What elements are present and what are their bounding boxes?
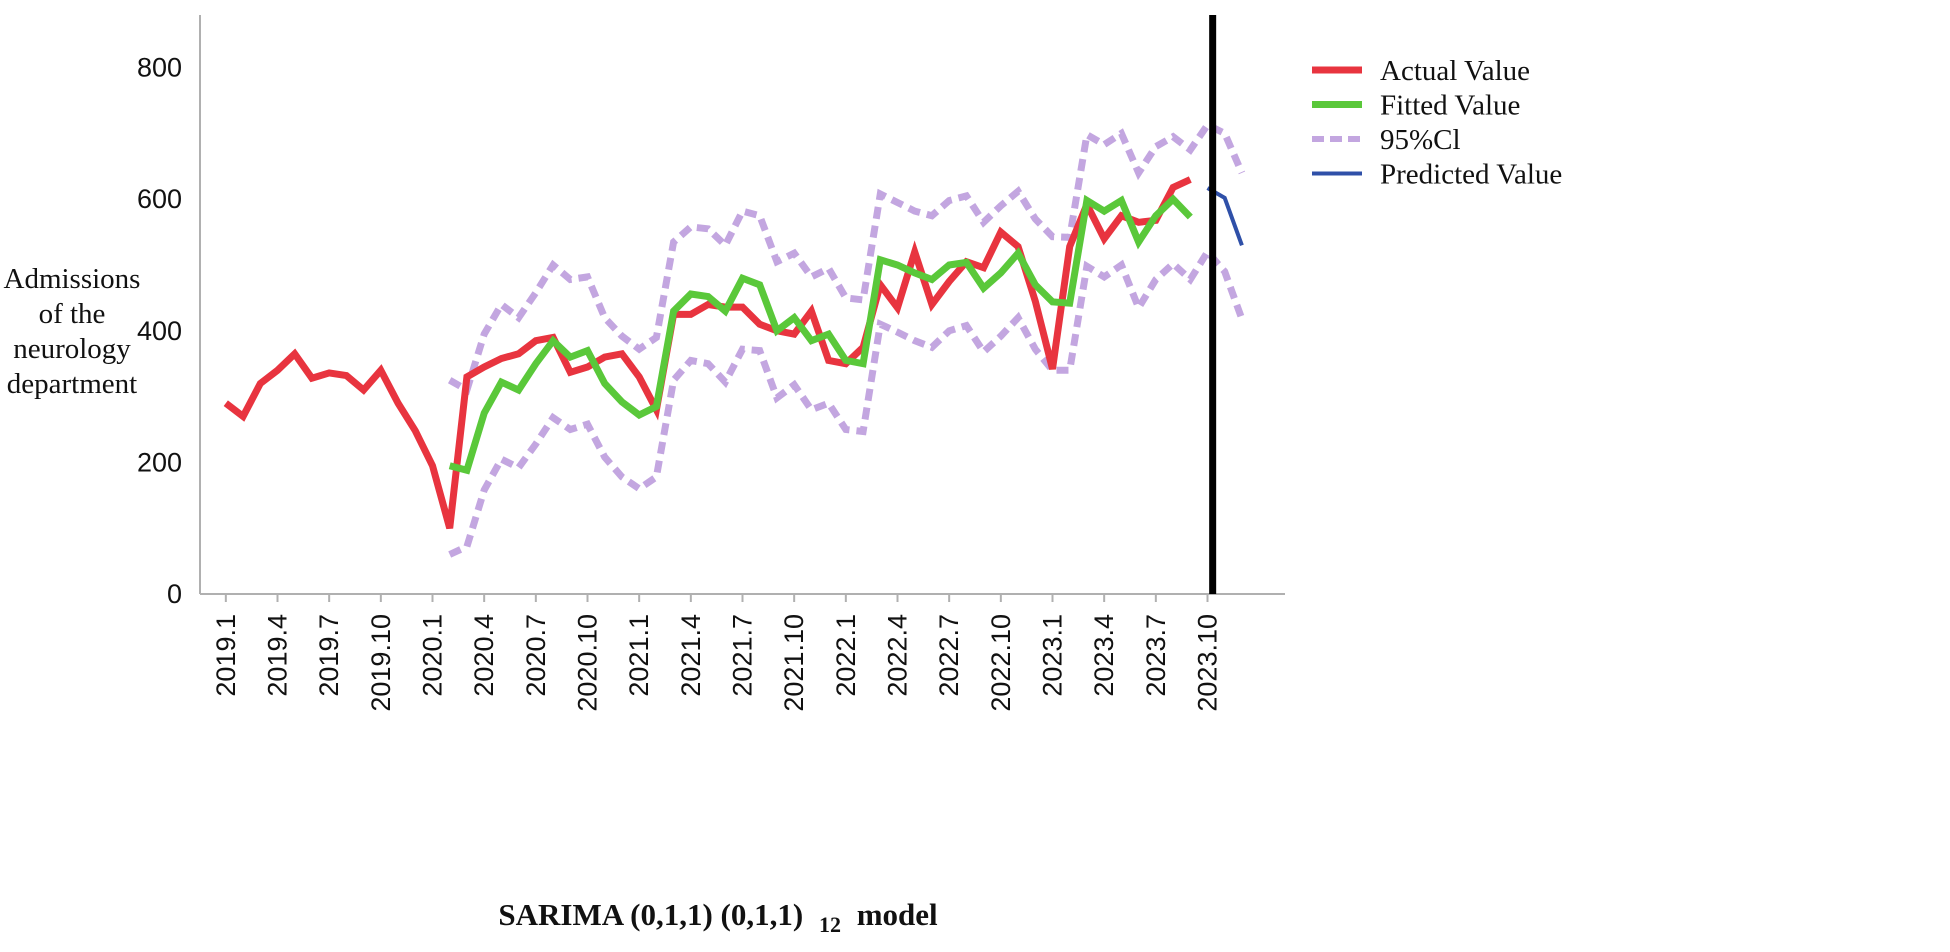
x-tick-label: 2022.10	[986, 614, 1016, 712]
x-tick-label: 2023.7	[1141, 614, 1171, 697]
x-tick-label: 2019.7	[314, 614, 344, 697]
x-tick-label: 2019.4	[263, 614, 293, 697]
series-layer	[223, 120, 1246, 558]
x-axis-label-tail: model	[857, 897, 938, 932]
x-tick-label: 2022.7	[934, 614, 964, 697]
y-axis-label-line-4: department	[7, 368, 137, 400]
y-axis-ticks: 0 200 400 600 800	[137, 53, 182, 609]
legend-label: Predicted Value	[1380, 159, 1562, 191]
x-tick-label: 2022.4	[883, 614, 913, 697]
y-tick-label: 800	[137, 53, 182, 83]
y-axis-label-line-2: of the	[39, 298, 106, 330]
legend-label: 95%Cl	[1380, 124, 1461, 156]
y-axis-label-line-3: neurology	[13, 333, 131, 365]
y-tick-label: 400	[137, 316, 182, 346]
x-tick-label: 2019.1	[211, 614, 241, 697]
x-tick-label: 2021.7	[728, 614, 758, 697]
x-tick-label: 2023.1	[1038, 614, 1068, 697]
legend-label: Actual Value	[1380, 55, 1530, 87]
series-line-95-cl-upper	[447, 120, 1246, 396]
y-tick-label: 200	[137, 447, 182, 477]
y-axis-label-line-1: Admissions	[4, 263, 141, 295]
x-axis-label: SARIMA (0,1,1) (0,1,1) 12 model	[498, 897, 938, 939]
x-tick-label: 2020.10	[573, 614, 603, 712]
y-tick-label: 0	[167, 579, 182, 609]
series-line-95-cl-lower	[448, 246, 1246, 558]
x-tick-label: 2021.1	[624, 614, 654, 697]
series-line-fitted-value	[448, 194, 1193, 475]
x-tick-label: 2022.1	[831, 614, 861, 697]
x-tick-label: 2020.4	[469, 614, 499, 697]
x-tick-label: 2023.10	[1193, 614, 1223, 712]
x-axis-ticks: 2019.1 2019.4 2019.7 2019.10 2020.1 2020.4 202…	[211, 594, 1223, 712]
x-tick-label: 2023.4	[1089, 614, 1119, 697]
y-axis-label: Admissions of the neurology department	[4, 263, 141, 400]
x-tick-label: 2019.10	[366, 614, 396, 712]
x-axis-label-subscript: 12	[819, 912, 841, 937]
x-axis-label-main: SARIMA (0,1,1) (0,1,1)	[498, 897, 803, 932]
x-tick-label: 2020.1	[418, 614, 448, 697]
legend-label: Fitted Value	[1380, 90, 1520, 122]
x-tick-label: 2021.10	[779, 614, 809, 712]
x-tick-label: 2020.7	[521, 614, 551, 697]
series-line-actual-value	[223, 176, 1192, 530]
y-tick-label: 600	[137, 184, 182, 214]
x-tick-label: 2021.4	[676, 614, 706, 697]
